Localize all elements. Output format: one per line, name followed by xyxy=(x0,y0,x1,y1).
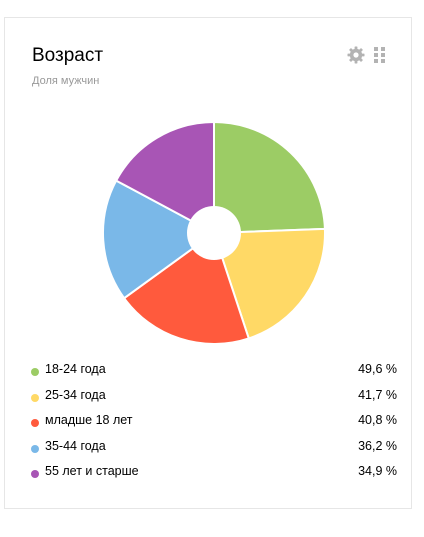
pie-slice[interactable] xyxy=(102,179,216,300)
legend-value: 40,8 % xyxy=(358,413,397,427)
chart-legend: 18-24 года 49,6 % 25-34 года 41,7 % млад… xyxy=(29,360,397,488)
legend-color-dot xyxy=(31,393,39,402)
legend-color-dot xyxy=(31,368,39,376)
legend-label: 35-44 года xyxy=(45,438,106,453)
legend-item[interactable]: 55 лет и старше 34,9 % xyxy=(29,462,397,488)
donut-hole xyxy=(187,206,241,260)
gear-icon[interactable] xyxy=(346,45,366,65)
pie-slice[interactable] xyxy=(122,231,251,345)
age-pie-chart xyxy=(102,120,326,345)
legend-label: 18-24 года xyxy=(45,362,106,376)
widget-title: Возраст xyxy=(32,45,104,66)
drag-handle-icon[interactable] xyxy=(374,47,386,63)
legend-label: 55 лет и старше xyxy=(45,464,139,478)
legend-item[interactable]: 18-24 года 49,6 % xyxy=(29,360,397,386)
legend-color-dot xyxy=(31,444,39,453)
legend-color-dot xyxy=(31,470,39,478)
legend-label: 25-34 года xyxy=(45,387,106,402)
legend-value: 34,9 % xyxy=(358,464,397,478)
widget-subtitle: Доля мужчин xyxy=(32,75,100,87)
pie-slice[interactable] xyxy=(212,227,326,340)
pie-slice[interactable] xyxy=(114,120,215,235)
legend-value: 49,6 % xyxy=(358,362,397,376)
legend-item[interactable]: 25-34 года 41,7 % xyxy=(29,386,397,412)
age-widget-card: Возраст Доля мужчин 18-24 года 49,6 % xyxy=(4,17,412,509)
legend-value: 41,7 % xyxy=(358,387,397,402)
legend-color-dot xyxy=(31,419,39,427)
legend-label: младше 18 лет xyxy=(45,413,133,427)
legend-item[interactable]: младше 18 лет 40,8 % xyxy=(29,411,397,437)
pie-slice[interactable] xyxy=(213,120,326,235)
legend-value: 36,2 % xyxy=(358,438,397,453)
legend-item[interactable]: 35-44 года 36,2 % xyxy=(29,437,397,463)
